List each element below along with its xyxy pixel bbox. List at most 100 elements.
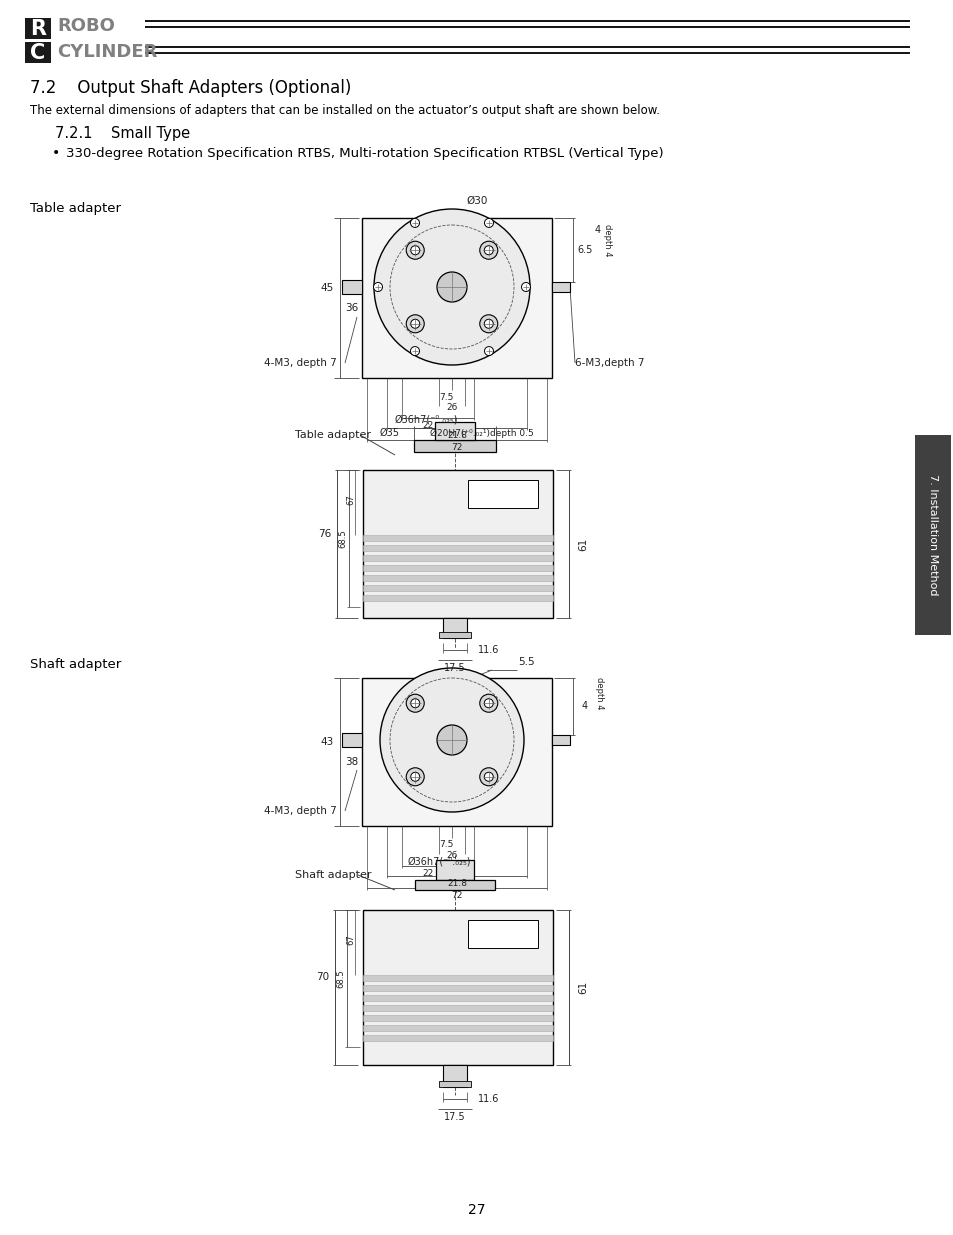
Text: R: R (30, 19, 46, 38)
Bar (363, 986, 553, 990)
Bar (363, 595, 553, 601)
Text: 22: 22 (422, 869, 434, 878)
Circle shape (411, 772, 419, 782)
Text: 6-M3,depth 7: 6-M3,depth 7 (575, 358, 644, 368)
Bar (363, 545, 553, 551)
Text: 7.2    Output Shaft Adapters (Optional): 7.2 Output Shaft Adapters (Optional) (30, 79, 351, 98)
Circle shape (406, 768, 424, 785)
Text: 7.2.1    Small Type: 7.2.1 Small Type (55, 126, 190, 141)
Text: 45: 45 (320, 283, 334, 293)
Text: Shaft adapter: Shaft adapter (30, 658, 121, 672)
Text: Shaft adapter: Shaft adapter (294, 869, 371, 881)
Bar (363, 585, 553, 592)
Circle shape (374, 209, 530, 366)
Text: 70: 70 (316, 972, 329, 983)
Text: 4-M3, depth 7: 4-M3, depth 7 (263, 358, 336, 368)
Bar (415, 881, 495, 890)
Text: 36: 36 (345, 303, 358, 312)
Bar (438, 1081, 471, 1087)
Text: 17.5: 17.5 (444, 1112, 465, 1123)
Circle shape (406, 694, 424, 713)
Bar (341, 280, 361, 294)
Bar (363, 995, 553, 1002)
Text: 43: 43 (320, 737, 334, 747)
Text: 11.6: 11.6 (477, 1094, 499, 1104)
Text: Ø20H7(⁺⁰.₀₂¹)depth 0.5: Ø20H7(⁺⁰.₀₂¹)depth 0.5 (430, 429, 533, 437)
Text: 7.5: 7.5 (438, 841, 453, 850)
Text: 38: 38 (345, 757, 358, 767)
Bar (468, 480, 537, 508)
Circle shape (484, 772, 493, 782)
Bar (435, 422, 475, 440)
Bar (438, 632, 471, 638)
Text: 61: 61 (578, 537, 587, 551)
Bar (414, 440, 496, 452)
Text: 4: 4 (581, 701, 587, 711)
Circle shape (479, 315, 497, 332)
Text: depth 4: depth 4 (595, 677, 604, 709)
Bar (361, 678, 552, 826)
Bar (363, 555, 553, 561)
Circle shape (374, 283, 382, 291)
Circle shape (479, 241, 497, 259)
Bar (363, 910, 553, 1065)
Bar (25, 42, 51, 63)
Bar (363, 471, 553, 618)
Circle shape (410, 219, 419, 227)
Text: C: C (30, 42, 46, 63)
Bar (341, 734, 361, 747)
Bar (552, 735, 569, 745)
Bar (436, 860, 474, 881)
Circle shape (411, 699, 419, 708)
Text: 67: 67 (346, 935, 355, 945)
Bar (361, 219, 552, 378)
Bar (363, 1015, 553, 1021)
Text: 6.5: 6.5 (577, 245, 592, 254)
Bar (363, 974, 553, 981)
Circle shape (411, 320, 419, 329)
Text: 330-degree Rotation Specification RTBS, Multi-rotation Specification RTBSL (Vert: 330-degree Rotation Specification RTBS, … (66, 147, 663, 159)
Text: Table adapter: Table adapter (294, 430, 371, 440)
Circle shape (436, 725, 467, 755)
Text: 76: 76 (318, 529, 332, 538)
Circle shape (411, 246, 419, 254)
Text: 11.6: 11.6 (477, 645, 499, 655)
Text: CYLINDER: CYLINDER (57, 43, 157, 61)
Text: Ø35: Ø35 (379, 429, 399, 438)
Text: Ø30: Ø30 (466, 196, 487, 206)
Text: 4: 4 (595, 225, 600, 235)
Circle shape (484, 347, 493, 356)
Bar (363, 564, 553, 571)
Text: 7. Installation Method: 7. Installation Method (927, 474, 937, 595)
Text: 21.8: 21.8 (447, 431, 467, 441)
Bar (468, 920, 537, 948)
Text: Ø36h7(⁻⁰.₀₂₅): Ø36h7(⁻⁰.₀₂₅) (408, 857, 471, 867)
Text: depth 4: depth 4 (603, 224, 612, 256)
Circle shape (484, 246, 493, 254)
Text: ROBO: ROBO (57, 17, 114, 35)
Text: 22: 22 (422, 421, 434, 431)
Bar (914, 435, 950, 635)
Text: Ø36h7(⁻⁰.₀₂₅): Ø36h7(⁻⁰.₀₂₅) (395, 415, 458, 425)
Circle shape (379, 668, 523, 811)
Bar (25, 19, 51, 40)
Text: 67: 67 (346, 495, 355, 505)
Bar (363, 535, 553, 541)
Circle shape (484, 320, 493, 329)
Circle shape (521, 283, 530, 291)
Text: •: • (52, 146, 60, 161)
Circle shape (484, 219, 493, 227)
Bar (363, 1035, 553, 1041)
Bar (363, 576, 553, 580)
Circle shape (436, 272, 467, 303)
Text: 17.5: 17.5 (444, 663, 465, 673)
Bar (363, 1025, 553, 1031)
Bar (552, 282, 569, 291)
Text: The external dimensions of adapters that can be installed on the actuator’s outp: The external dimensions of adapters that… (30, 104, 659, 116)
Text: 61: 61 (578, 981, 587, 994)
Text: 7.5: 7.5 (438, 393, 453, 401)
Text: 72: 72 (451, 892, 462, 900)
Text: 21.8: 21.8 (447, 879, 467, 888)
Text: 68.5: 68.5 (338, 529, 347, 548)
Text: Table adapter: Table adapter (30, 201, 121, 215)
